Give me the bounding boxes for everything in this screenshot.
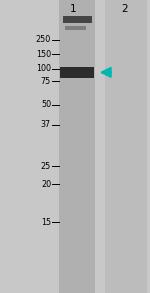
Bar: [63, 16, 92, 23]
Text: 20: 20: [41, 180, 51, 188]
Bar: [64, 26, 86, 30]
Text: 150: 150: [36, 50, 51, 59]
Text: 15: 15: [41, 218, 51, 226]
Text: 25: 25: [41, 162, 51, 171]
Text: 75: 75: [41, 77, 51, 86]
Bar: [60, 67, 94, 78]
Bar: [59, 0, 94, 293]
Text: 2: 2: [121, 4, 128, 13]
Text: 37: 37: [41, 120, 51, 129]
Bar: [105, 0, 147, 293]
Text: 250: 250: [36, 35, 51, 44]
Text: 100: 100: [36, 64, 51, 73]
Text: 1: 1: [70, 4, 77, 13]
Text: 50: 50: [41, 100, 51, 109]
